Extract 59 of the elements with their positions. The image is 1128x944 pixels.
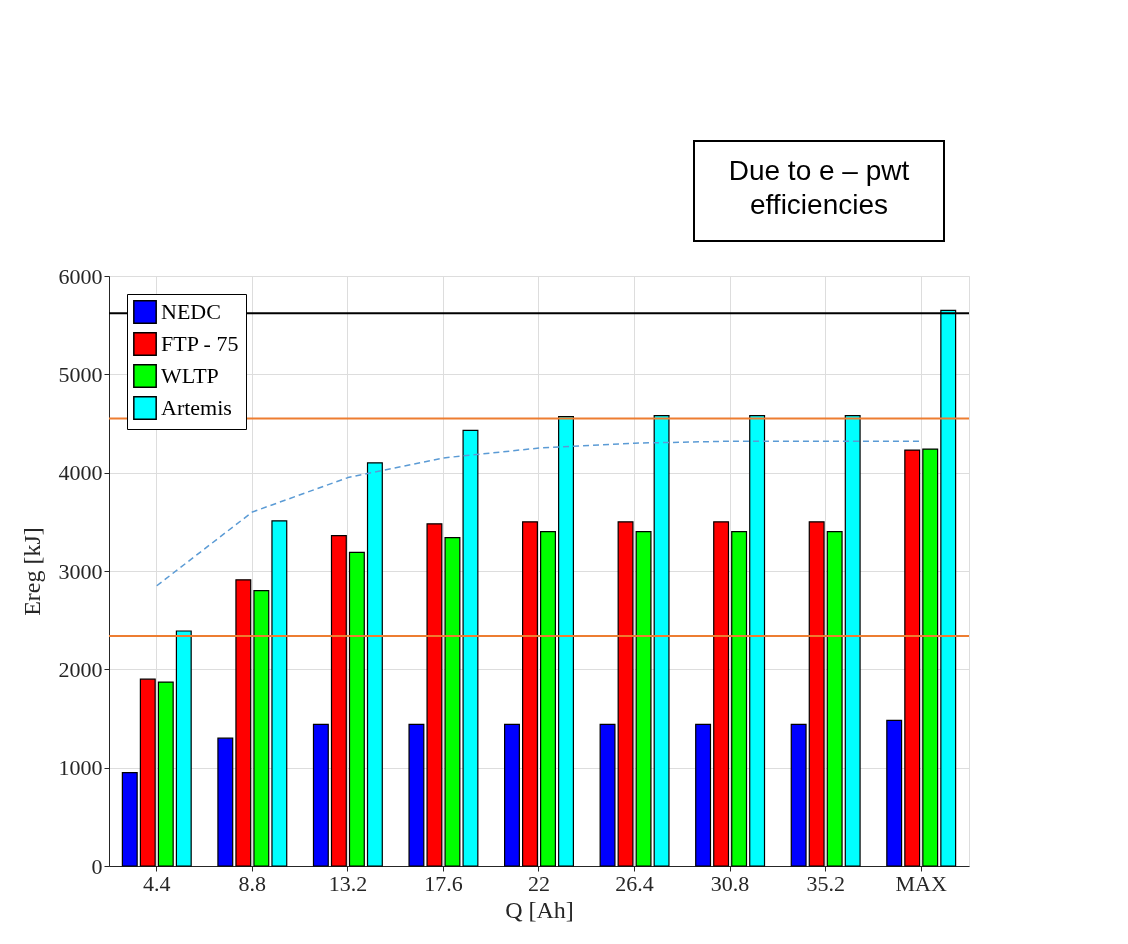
bar	[844, 415, 861, 867]
bar	[271, 520, 288, 867]
x-axis-title: Q [Ah]	[505, 896, 574, 923]
legend-label: Artemis	[161, 395, 232, 420]
bar	[808, 521, 825, 867]
bar	[731, 531, 748, 867]
bar	[139, 678, 156, 867]
bar	[235, 579, 252, 867]
line-series	[156, 440, 922, 587]
y-tick-label: 4000	[58, 460, 103, 486]
y-tick-label: 6000	[58, 263, 103, 289]
x-tick-label: 22	[528, 870, 550, 896]
bar	[504, 723, 520, 867]
bar	[695, 723, 712, 867]
bar	[330, 535, 347, 867]
bar	[408, 723, 425, 867]
x-tick-label: 8.8	[238, 870, 267, 896]
bar	[121, 771, 138, 867]
bar	[312, 723, 329, 867]
bar	[886, 719, 903, 867]
bar	[826, 531, 843, 867]
y-tick-label: 5000	[58, 361, 103, 387]
bar	[713, 521, 730, 867]
y-tick-label: 0	[91, 853, 103, 879]
bar	[522, 521, 538, 867]
x-tick-label: 4.4	[143, 870, 171, 896]
legend-label: WLTP	[161, 363, 219, 388]
bar	[558, 416, 574, 867]
legend-label: FTP - 75	[161, 331, 239, 356]
bar	[462, 429, 479, 867]
bar	[253, 590, 270, 867]
bar	[635, 531, 652, 867]
y-tick-label: 1000	[58, 755, 103, 781]
bar	[653, 415, 670, 867]
y-tick-label: 2000	[58, 656, 103, 682]
bar	[366, 462, 383, 867]
x-tick-label: 35.2	[806, 870, 845, 896]
y-tick-label: 3000	[58, 558, 103, 584]
bar	[617, 521, 634, 867]
bar	[348, 551, 365, 867]
bar	[217, 737, 234, 867]
bar	[599, 723, 616, 867]
bar	[904, 449, 921, 867]
bar	[175, 630, 192, 867]
x-tick-label: 30.8	[710, 870, 750, 896]
y-axis-title: Ereg [kJ]	[18, 527, 45, 616]
bar	[749, 415, 766, 867]
bar	[540, 531, 556, 867]
x-tick-label: 17.6	[424, 870, 463, 896]
x-tick-label: 13.2	[328, 870, 368, 896]
legend-label: NEDC	[161, 299, 221, 324]
bar	[426, 523, 443, 867]
text: Due to e – pwt efficiencies	[728, 155, 910, 220]
bar	[922, 448, 939, 867]
bar	[790, 723, 807, 867]
bar	[157, 681, 174, 867]
bar	[444, 536, 461, 867]
x-tick-label: MAX	[895, 870, 947, 896]
x-tick-label: 26.4	[615, 870, 654, 896]
